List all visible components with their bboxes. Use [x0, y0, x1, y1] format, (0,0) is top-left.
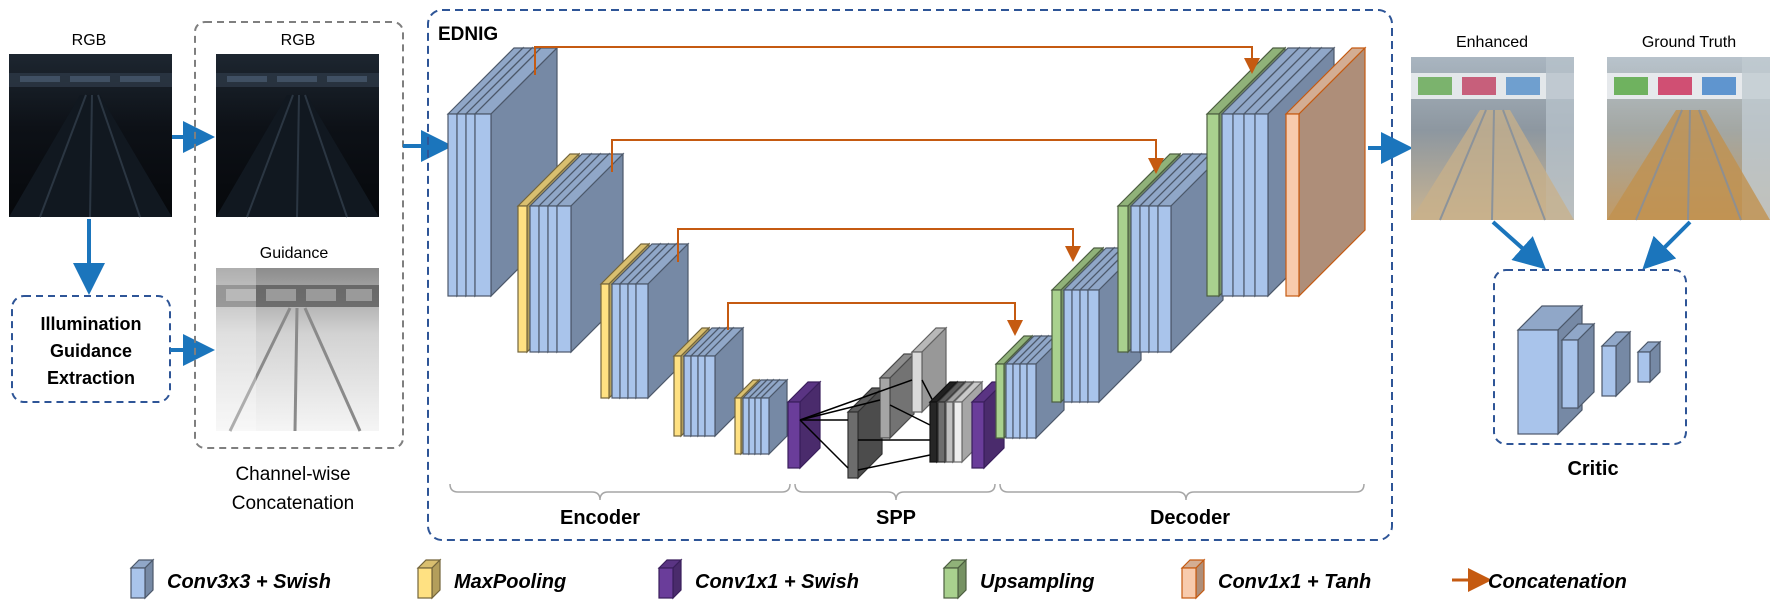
purple-block-icon	[657, 558, 683, 600]
critic-blocks	[1516, 304, 1662, 436]
spp-conv1x1-in	[786, 380, 822, 470]
input-rgb-label: RGB	[72, 32, 107, 49]
concat-rgb-label: RGB	[281, 32, 316, 49]
concat-guidance-label: Guidance	[260, 245, 329, 262]
blue-block-icon	[129, 558, 155, 600]
critic-box	[1493, 269, 1687, 445]
spp-label: SPP	[876, 507, 916, 529]
green-block-icon	[942, 558, 968, 600]
legend-item: Conv1x1 + Tanh	[1180, 558, 1371, 600]
yellow-block-icon	[416, 558, 442, 600]
decoder-tanh	[1284, 46, 1367, 298]
orange-block-icon	[1180, 558, 1206, 600]
spp-connections	[799, 379, 936, 471]
enhanced-label: Enhanced	[1456, 34, 1528, 51]
legend-item: MaxPooling	[416, 558, 566, 600]
legend: Conv3x3 + Swish MaxPooling Conv1x1 + Swish…	[129, 558, 1627, 600]
critic-block-4	[1636, 340, 1662, 384]
encoder-bottleneck-conv	[759, 378, 789, 456]
ednig-title: EDNIG	[438, 24, 498, 45]
concat-rgb-image	[216, 54, 379, 218]
network-blocks	[446, 46, 1367, 480]
spp-pool-mid	[878, 352, 916, 440]
ground-truth-image	[1607, 57, 1770, 221]
concat-guidance-image	[216, 268, 379, 432]
skip-arrow-4	[727, 302, 1023, 336]
section-braces	[449, 483, 1365, 501]
ground-truth-label: Ground Truth	[1642, 34, 1736, 51]
ednig-box	[427, 9, 1393, 541]
critic-label: Critic	[1567, 458, 1618, 480]
flow-arrow-gt-to-critic	[1642, 220, 1692, 270]
legend-label: Conv1x1 + Tanh	[1218, 571, 1371, 593]
legend-label: Upsampling	[980, 571, 1094, 593]
legend-label: Concatenation	[1488, 571, 1627, 593]
skip-connections	[534, 46, 1260, 336]
legend-item: Upsampling	[942, 558, 1094, 600]
enhanced-image	[1411, 57, 1574, 221]
legend-item: Conv3x3 + Swish	[129, 558, 331, 600]
input-rgb-image	[9, 54, 172, 218]
concat-caption: Channel-wise Concatenation	[232, 464, 355, 514]
legend-item: Concatenation	[1452, 568, 1627, 593]
skip-arrow-3	[677, 228, 1081, 262]
legend-label: MaxPooling	[454, 571, 566, 593]
skip-arrow-1	[534, 46, 1260, 75]
legend-label: Conv3x3 + Swish	[167, 571, 331, 593]
skip-arrow-2	[611, 139, 1164, 174]
flow-arrow-enhanced-to-critic	[1491, 220, 1546, 270]
critic-block-3	[1600, 330, 1632, 398]
legend-label: Conv1x1 + Swish	[695, 571, 859, 593]
guidance-extraction-label: Illumination Guidance Extraction	[41, 314, 142, 388]
critic-block-2	[1560, 322, 1596, 410]
decoder-label: Decoder	[1150, 507, 1230, 529]
encoder-label: Encoder	[560, 507, 640, 529]
legend-item: Conv1x1 + Swish	[657, 558, 859, 600]
